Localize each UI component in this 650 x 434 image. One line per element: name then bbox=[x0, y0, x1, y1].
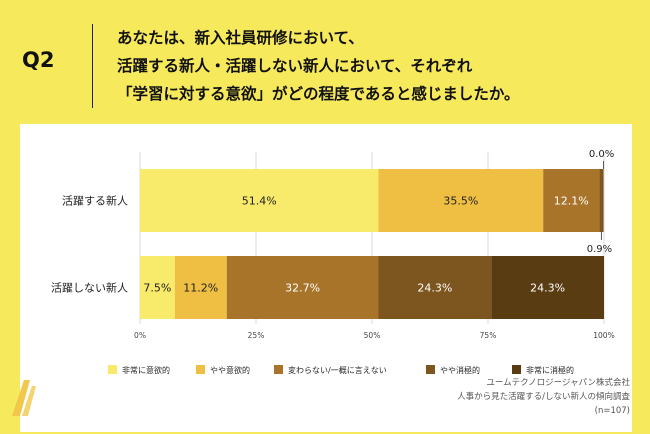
legend-swatch bbox=[274, 365, 283, 374]
bar-segment bbox=[599, 169, 604, 232]
category-label: 活躍しない新人 bbox=[51, 281, 128, 295]
x-tick-label: 25% bbox=[248, 331, 265, 340]
x-tick-label: 100% bbox=[593, 331, 614, 340]
x-tick-label: 0% bbox=[134, 331, 146, 340]
legend-label: 非常に意欲的 bbox=[122, 365, 170, 375]
data-label: 11.2% bbox=[183, 282, 218, 295]
legend-swatch bbox=[108, 365, 117, 374]
bar-segment bbox=[140, 169, 379, 232]
question-line-3: 「学習に対する意欲」がどの程度であると感じましたか。 bbox=[117, 85, 520, 103]
category-label: 活躍する新人 bbox=[62, 194, 128, 208]
legend-label: 変わらない/一概に言えない bbox=[288, 365, 387, 375]
question-divider bbox=[92, 24, 93, 108]
credit-survey: 人事から見た活躍する/しない新人の傾向調査 bbox=[457, 392, 630, 402]
question-text: あなたは、新入社員研修において、 活躍する新人・活躍しない新人において、それぞれ… bbox=[117, 24, 637, 108]
x-tick-label: 50% bbox=[364, 331, 381, 340]
legend-swatch bbox=[426, 365, 435, 374]
legend-label: やや意欲的 bbox=[210, 365, 250, 375]
data-label: 51.4% bbox=[242, 195, 277, 208]
x-tick-label: 75% bbox=[480, 331, 497, 340]
credit-sample: (n=107) bbox=[594, 406, 630, 416]
umu-logo-icon bbox=[12, 380, 36, 416]
data-label: 0.0% bbox=[589, 149, 614, 160]
bar-segment bbox=[543, 169, 600, 232]
question-line-2: 活躍する新人・活躍しない新人において、それぞれ bbox=[117, 57, 473, 75]
bar-segment bbox=[140, 256, 175, 319]
legend-swatch bbox=[512, 365, 521, 374]
credit-company: ユームテクノロジージャパン株式会社 bbox=[486, 378, 630, 388]
chart-panel: 0% 25% 50% 75% 100% 活躍する新人活躍しない新人 51.4% 35.5% 12… bbox=[20, 124, 632, 432]
bar-segment bbox=[226, 256, 379, 319]
data-label: 24.3% bbox=[530, 282, 565, 295]
bar-segment bbox=[378, 169, 544, 232]
data-label: 12.1% bbox=[554, 195, 589, 208]
legend-label: 非常に消極的 bbox=[526, 365, 574, 375]
bar-segment bbox=[378, 256, 492, 319]
logo-url: www.umu.co bbox=[40, 403, 79, 410]
credit-block: ユームテクノロジージャパン株式会社 人事から見た活躍する/しない新人の傾向調査 … bbox=[457, 376, 630, 418]
bar-segment bbox=[491, 256, 604, 319]
logo-text: umu bbox=[42, 374, 95, 398]
legend-swatch bbox=[196, 365, 205, 374]
data-label: 24.3% bbox=[417, 282, 452, 295]
legend-label: やや消極的 bbox=[440, 365, 480, 375]
data-label: 32.7% bbox=[285, 282, 320, 295]
data-label: 7.5% bbox=[143, 282, 171, 295]
data-label: 35.5% bbox=[443, 195, 478, 208]
question-number: Q2 bbox=[22, 48, 55, 72]
data-label: 0.9% bbox=[587, 244, 612, 255]
bar-segment bbox=[174, 256, 227, 319]
question-line-1: あなたは、新入社員研修において、 bbox=[117, 29, 364, 47]
